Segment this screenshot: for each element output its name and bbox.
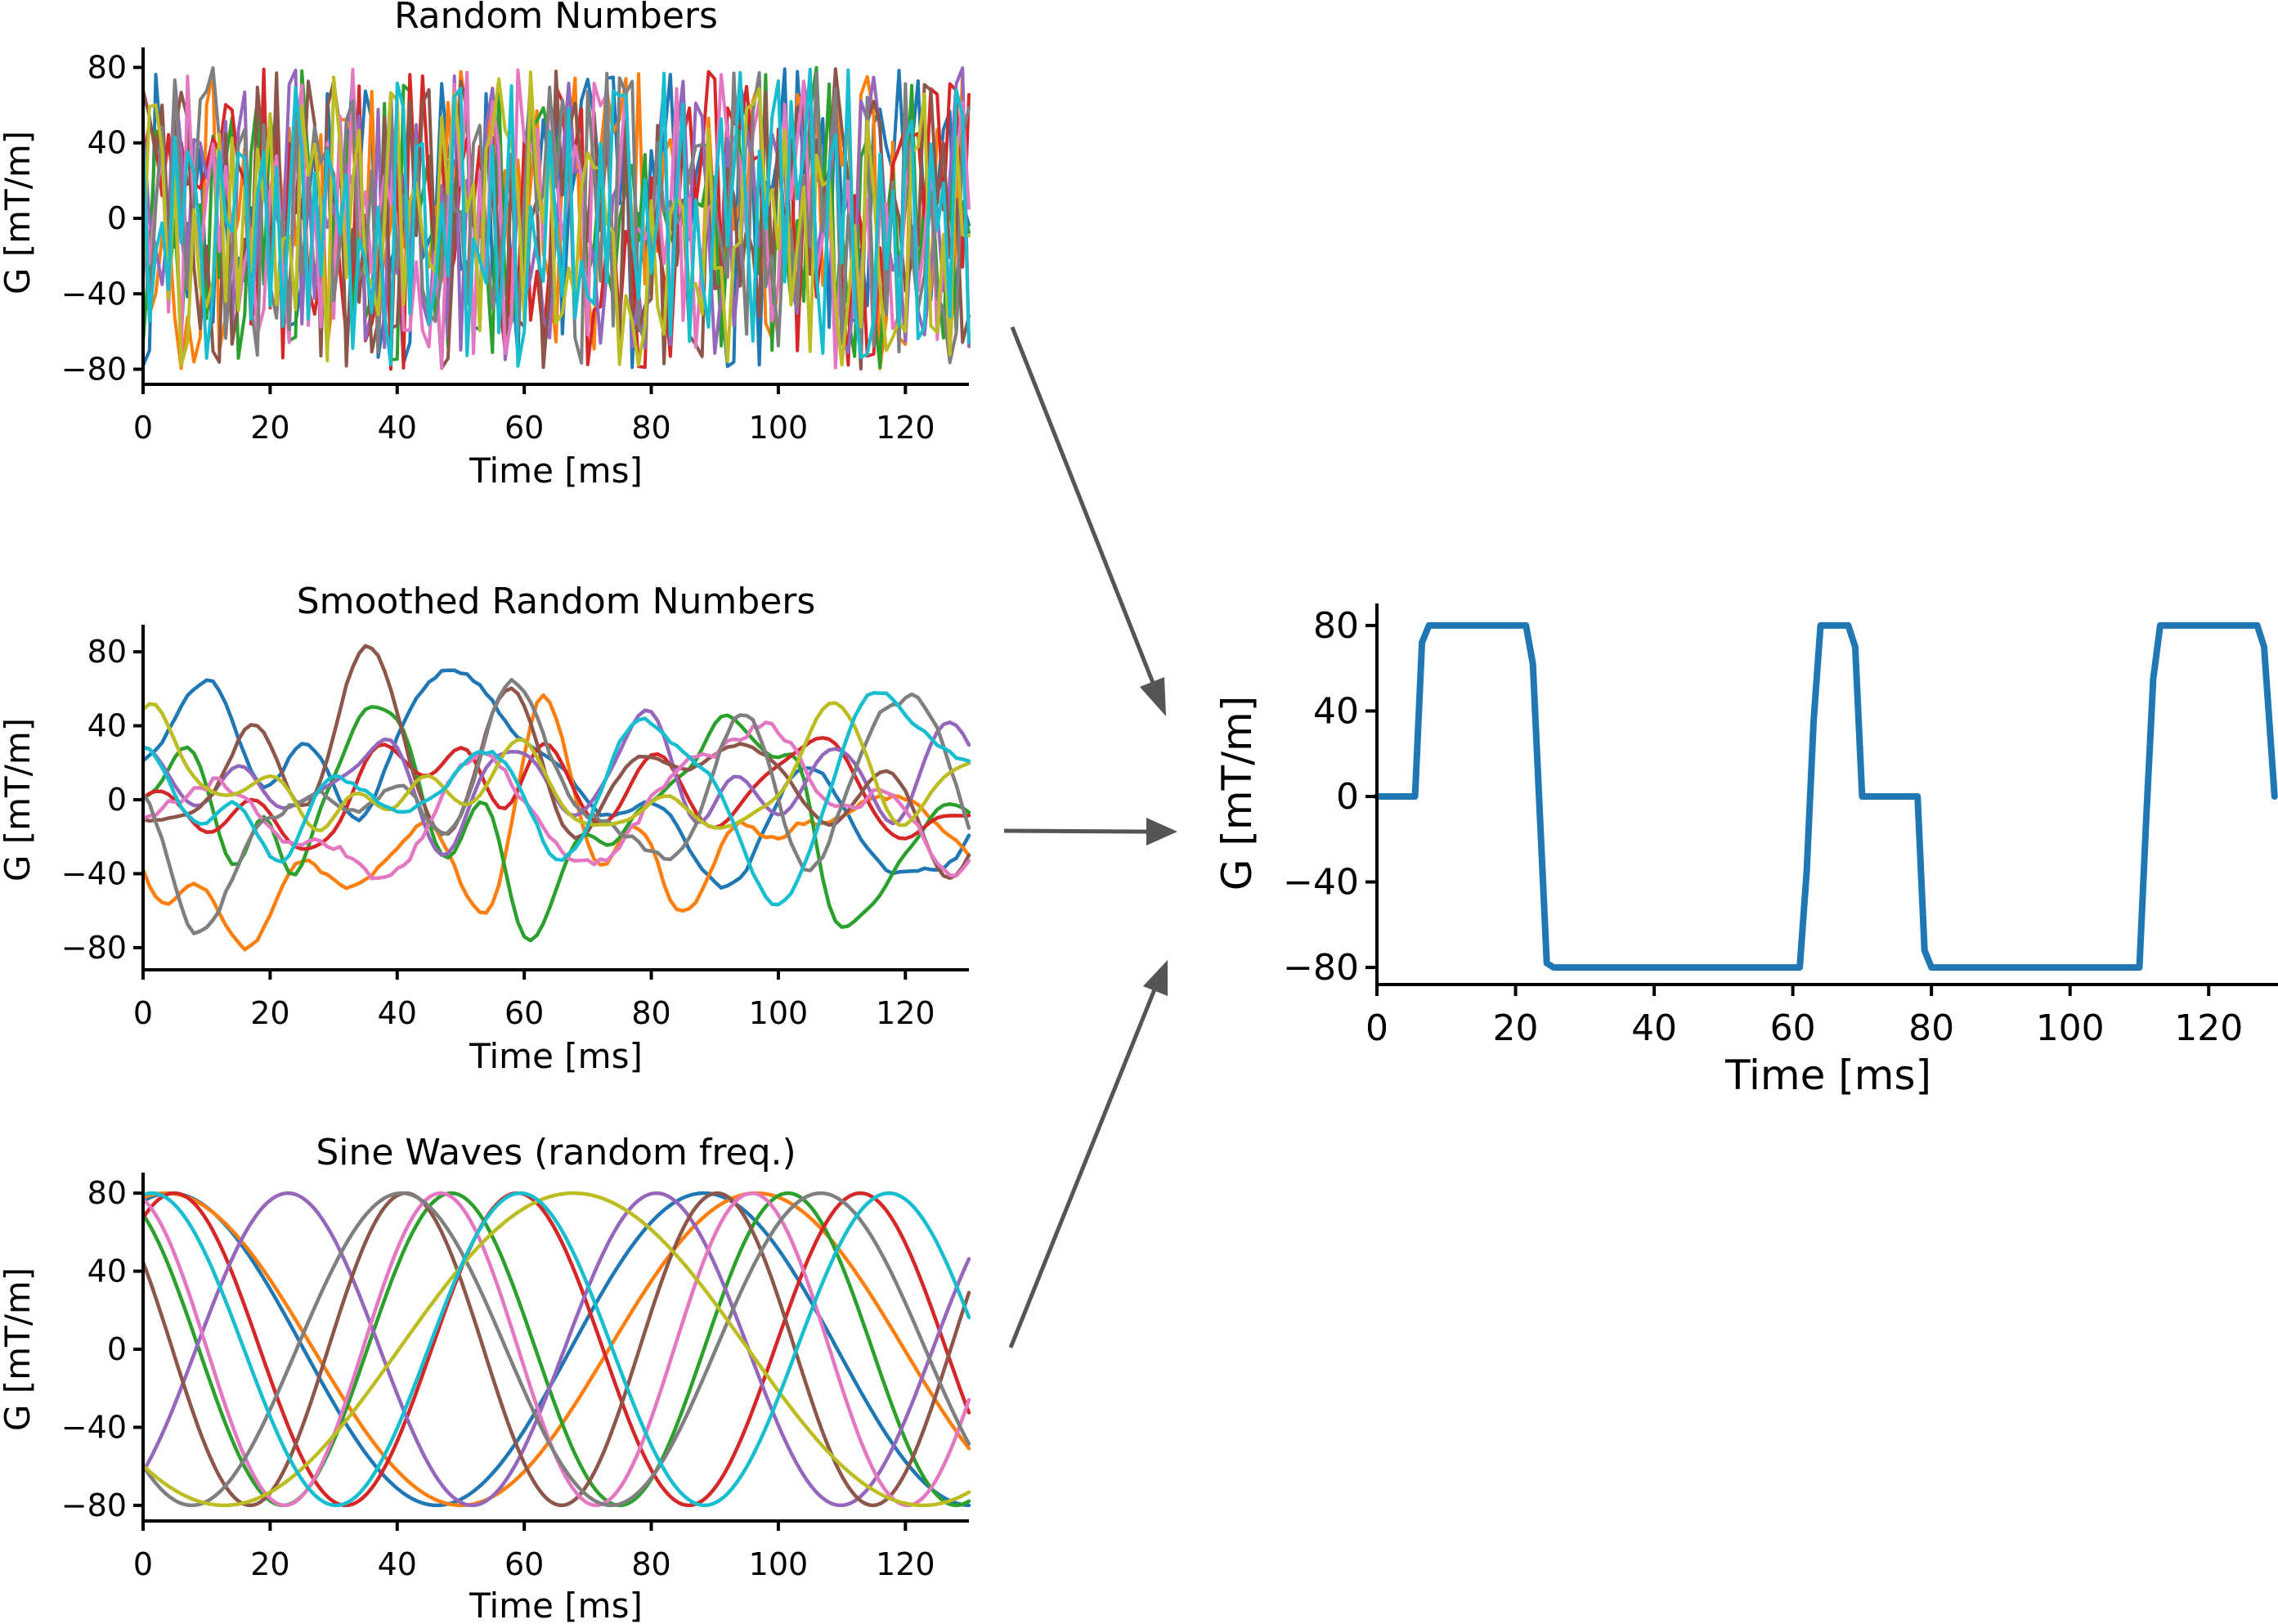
series-line-1 <box>1374 621 2278 971</box>
series-line-6 <box>141 644 971 881</box>
x-tick-label: 80 <box>631 410 670 446</box>
panel-result-waveform: 0 20 40 60 80 100 120 80 40 0 −40 −80 Time [ms] G [… <box>1213 603 2278 1099</box>
y-tick-label: −80 <box>61 1487 127 1523</box>
series-line-5 <box>141 1191 971 1508</box>
series-line-1 <box>141 668 971 890</box>
y-tick-label: 40 <box>87 708 127 744</box>
y-tick-label: −40 <box>61 276 127 312</box>
x-axis-label: Time [ms] <box>1724 1052 1931 1099</box>
series-line-10 <box>141 67 971 368</box>
x-axis-label: Time [ms] <box>469 1586 643 1624</box>
arrowhead-from-sine <box>1143 960 1168 996</box>
y-tick-label: 80 <box>87 49 127 85</box>
arrow-from-smoothed <box>1003 828 1149 834</box>
chart-title: Smoothed Random Numbers <box>297 581 816 622</box>
y-tick-label: 40 <box>87 125 127 161</box>
x-tick-label: 40 <box>378 1546 417 1582</box>
y-tick-label: −80 <box>61 930 127 966</box>
x-tick-label: 120 <box>2174 1007 2243 1049</box>
y-tick-label: −40 <box>1283 862 1359 904</box>
x-tick-label: 20 <box>250 1546 289 1582</box>
x-tick-label: 100 <box>749 1546 809 1582</box>
x-axis-label: Time [ms] <box>469 451 643 491</box>
arrowhead-from-smoothed <box>1146 818 1177 846</box>
panel-random-numbers: Random Numbers 0 20 40 60 80 100 120 80 40 0 −40 −8… <box>0 0 971 491</box>
y-tick-label: 40 <box>1313 690 1359 732</box>
y-axis-label: G [mT/m] <box>0 131 38 294</box>
y-tick-label: −80 <box>61 352 127 388</box>
chart-title: Sine Waves (random freq.) <box>316 1132 796 1173</box>
y-tick-label: 0 <box>107 782 127 818</box>
axes-layer: 0 20 40 60 80 100 120 80 40 0 −40 −80 <box>61 47 969 446</box>
x-tick-label: 60 <box>504 995 544 1031</box>
series-line-9 <box>141 1191 971 1508</box>
x-tick-label: 80 <box>631 1546 670 1582</box>
y-tick-label: −40 <box>61 1409 127 1445</box>
arrows <box>1003 326 1177 1348</box>
x-tick-label: 120 <box>876 995 935 1031</box>
y-tick-label: 80 <box>87 634 127 670</box>
y-tick-label: −40 <box>61 855 127 891</box>
series-line-5 <box>141 708 971 857</box>
x-tick-label: 0 <box>1365 1007 1388 1049</box>
y-tick-label: 0 <box>1336 776 1359 818</box>
y-tick-label: 0 <box>107 1331 127 1367</box>
chart-title: Random Numbers <box>394 0 718 37</box>
axes-layer: 0 20 40 60 80 100 120 80 40 0 −40 −80 <box>1283 603 2278 1049</box>
x-tick-label: 80 <box>1908 1007 1954 1049</box>
x-tick-label: 120 <box>876 410 935 446</box>
axes-layer: 0 20 40 60 80 100 120 80 40 0 −40 −80 <box>61 1173 969 1582</box>
y-axis-label: G [mT/m] <box>0 1267 38 1431</box>
y-axis-label: G [mT/m] <box>1213 696 1261 891</box>
x-tick-label: 40 <box>378 410 417 446</box>
x-tick-label: 0 <box>133 995 153 1031</box>
series-line-8 <box>141 678 971 935</box>
y-tick-label: 80 <box>1313 605 1359 647</box>
x-tick-label: 40 <box>1631 1007 1677 1049</box>
x-tick-label: 20 <box>250 410 289 446</box>
series-layer <box>141 644 971 952</box>
arrow-from-random <box>1010 326 1157 688</box>
series-layer <box>1374 621 2278 971</box>
series-layer <box>141 1191 971 1508</box>
series-line-10 <box>141 691 971 907</box>
arrow-from-sine <box>1008 989 1157 1348</box>
x-tick-label: 100 <box>749 410 809 446</box>
y-tick-label: 40 <box>87 1254 127 1290</box>
series-line-2 <box>141 693 971 952</box>
x-tick-label: 80 <box>631 995 670 1031</box>
series-line-4 <box>141 736 971 851</box>
x-tick-label: 120 <box>876 1546 935 1582</box>
panel-sine-waves: Sine Waves (random freq.) 0 20 40 60 80 100 12… <box>0 1132 971 1624</box>
x-tick-label: 60 <box>504 1546 544 1582</box>
axes-layer: 0 20 40 60 80 100 120 80 40 0 −40 −80 <box>61 625 969 1031</box>
series-line-8 <box>141 1191 971 1508</box>
x-tick-label: 20 <box>1493 1007 1539 1049</box>
x-tick-label: 20 <box>250 995 289 1031</box>
y-tick-label: 80 <box>87 1175 127 1211</box>
series-layer <box>141 65 971 371</box>
x-axis-label: Time [ms] <box>469 1036 643 1076</box>
x-tick-label: 60 <box>504 410 544 446</box>
arrowhead-from-random <box>1140 677 1166 716</box>
panel-smoothed-random-numbers: Smoothed Random Numbers 0 20 40 60 80 100 120 8… <box>0 581 971 1076</box>
series-line-7 <box>141 720 971 881</box>
series-line-3 <box>141 705 971 943</box>
x-tick-label: 40 <box>378 995 417 1031</box>
y-axis-label: G [mT/m] <box>0 718 38 882</box>
x-tick-label: 0 <box>133 410 153 446</box>
series-line-10 <box>141 1191 971 1508</box>
x-tick-label: 100 <box>749 995 809 1031</box>
y-tick-label: −80 <box>1283 947 1359 989</box>
x-tick-label: 60 <box>1770 1007 1816 1049</box>
y-tick-label: 0 <box>107 200 127 236</box>
x-tick-label: 0 <box>133 1546 153 1582</box>
series-line-9 <box>141 701 971 832</box>
x-tick-label: 100 <box>2036 1007 2105 1049</box>
series-line-4 <box>141 1191 971 1508</box>
